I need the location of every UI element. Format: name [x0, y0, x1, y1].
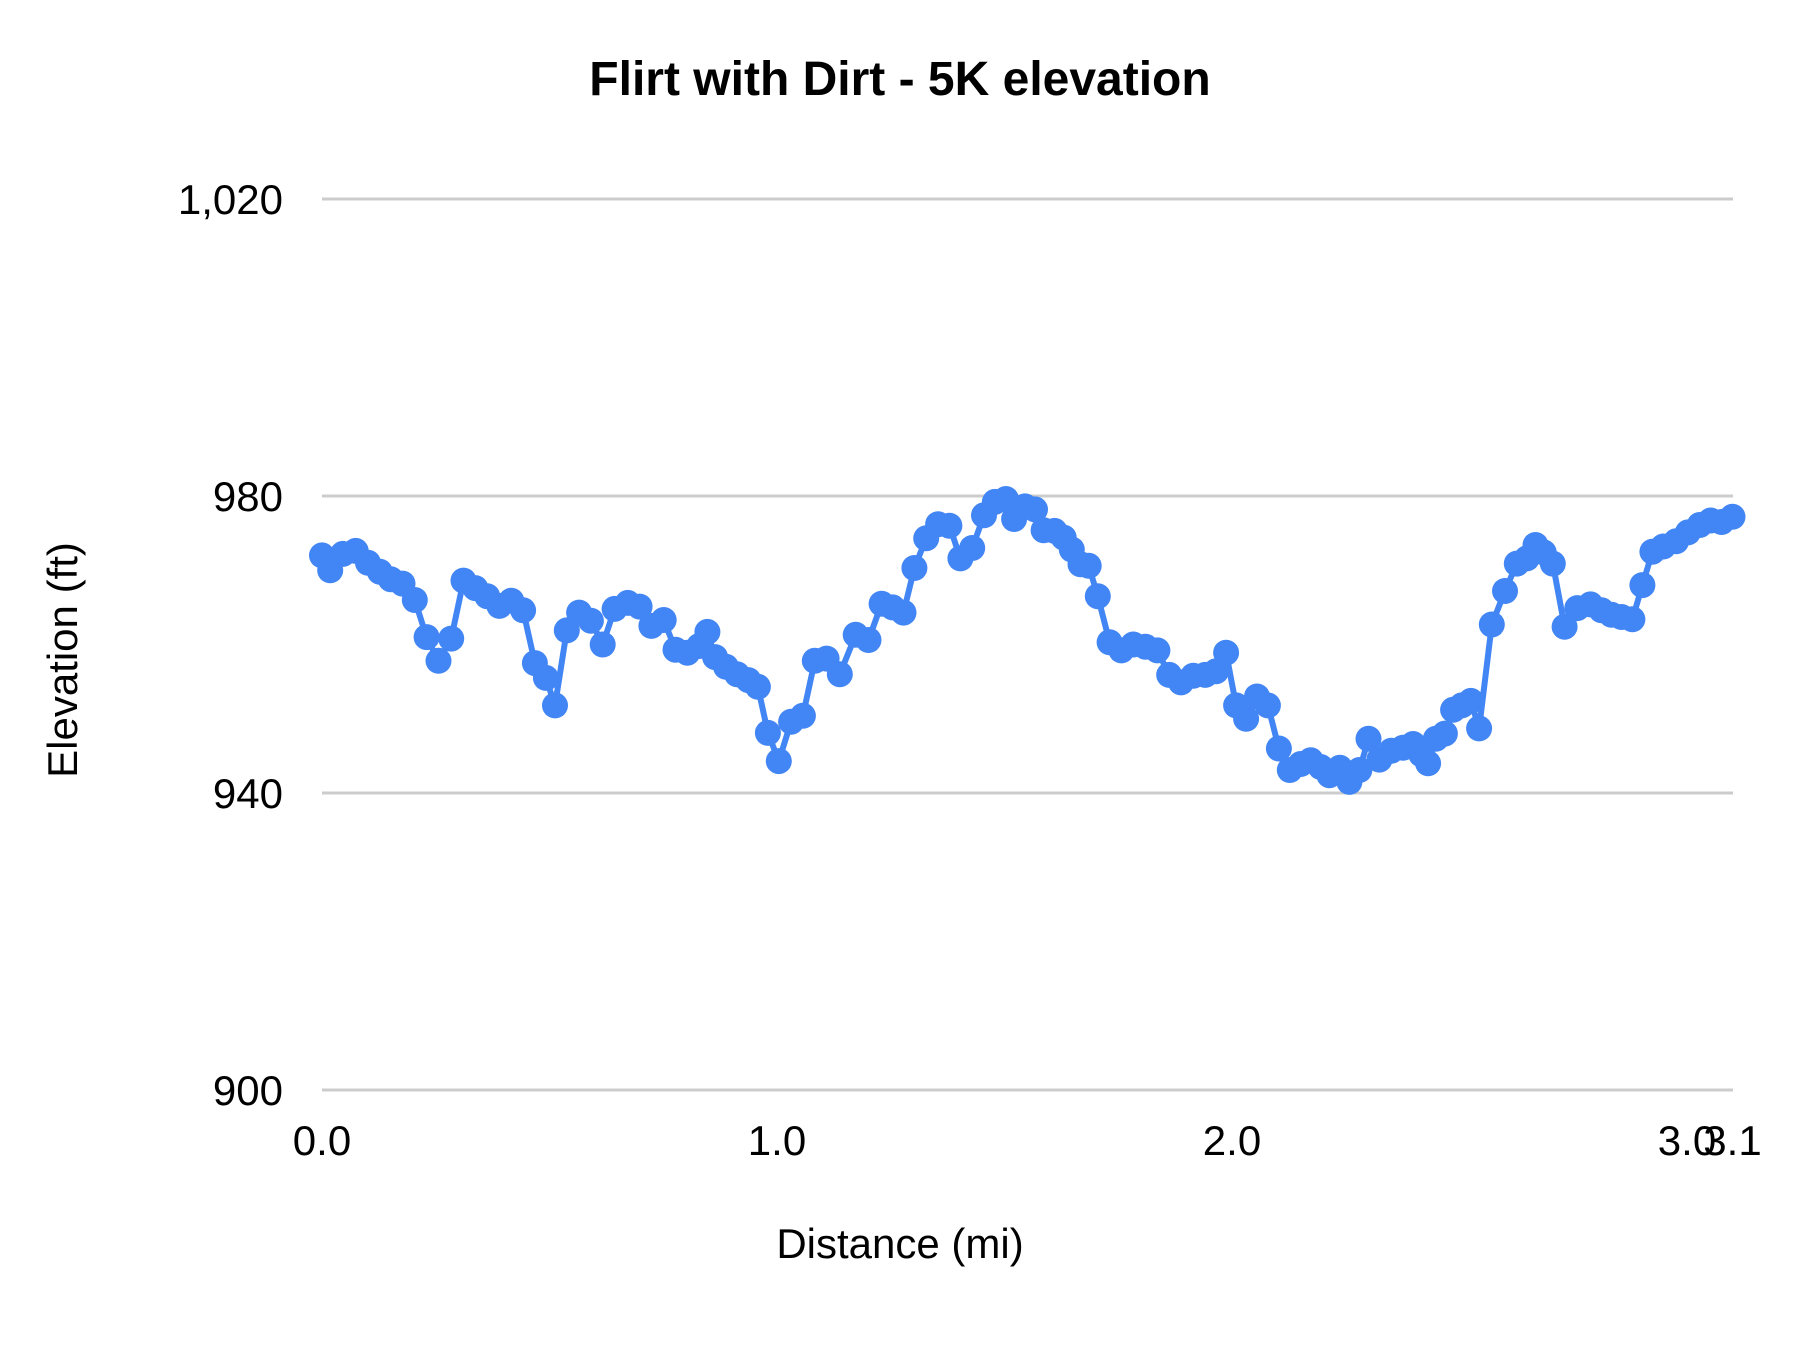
data-point — [1431, 720, 1458, 747]
x-tick-label-2.0: 2.0 — [1203, 1117, 1261, 1164]
data-point — [413, 624, 440, 651]
data-point — [425, 647, 452, 674]
data-point — [1346, 757, 1373, 783]
data-point — [589, 631, 616, 658]
y-axis-title: Elevation (ft) — [39, 542, 86, 778]
data-point — [754, 719, 781, 746]
series-line-elevation — [319, 496, 1736, 785]
data-point — [1415, 750, 1442, 777]
data-point — [744, 673, 771, 700]
data-point — [959, 535, 986, 561]
data-point — [826, 661, 853, 688]
data-point — [1233, 705, 1260, 732]
y-tick-label-900: 900 — [213, 1067, 283, 1114]
data-point — [438, 625, 465, 652]
data-point — [1265, 735, 1292, 762]
data-point — [650, 607, 677, 633]
data-point — [532, 664, 559, 691]
data-point — [1466, 715, 1493, 742]
data-point — [1254, 692, 1281, 719]
y-tick-label-940: 940 — [213, 770, 283, 817]
data-point — [1539, 550, 1566, 577]
data-point — [694, 618, 721, 645]
data-point — [1478, 611, 1505, 638]
data-point — [1355, 725, 1382, 752]
x-tick-label-0.0: 0.0 — [293, 1117, 351, 1164]
data-point — [626, 593, 653, 620]
y-tick-label-980: 980 — [213, 473, 283, 520]
data-point — [890, 599, 917, 626]
x-tick-label-3.0: 3.0 — [1658, 1117, 1716, 1164]
x-axis-title: Distance (mi) — [776, 1220, 1023, 1267]
x-tick-label-3.1: 3.1 — [1703, 1117, 1761, 1164]
data-point — [542, 692, 568, 719]
data-point — [1144, 637, 1171, 664]
data-point — [789, 702, 816, 729]
data-point — [1629, 572, 1656, 599]
data-point — [1719, 503, 1746, 530]
data-point — [1022, 496, 1048, 523]
data-point — [1551, 613, 1578, 640]
data-point — [1213, 639, 1240, 666]
data-point — [1075, 552, 1102, 579]
y-tick-label-1020: 1,020 — [178, 176, 283, 223]
data-point — [855, 627, 882, 653]
data-point — [1619, 606, 1646, 633]
data-point — [1492, 578, 1518, 604]
data-point — [936, 512, 963, 539]
data-point — [1084, 583, 1111, 610]
data-point — [901, 555, 928, 581]
data-point — [401, 587, 428, 613]
data-point — [765, 748, 792, 775]
data-point — [577, 607, 604, 634]
data-point — [1457, 687, 1484, 714]
chart-title: Flirt with Dirt - 5K elevation — [589, 53, 1210, 106]
tick-labels: 900 940 980 1,020 0.0 1.0 2.0 3.03.1 — [178, 176, 1762, 1164]
x-tick-label-1.0: 1.0 — [748, 1117, 806, 1164]
data-point — [510, 597, 537, 624]
line-series — [309, 486, 1746, 795]
